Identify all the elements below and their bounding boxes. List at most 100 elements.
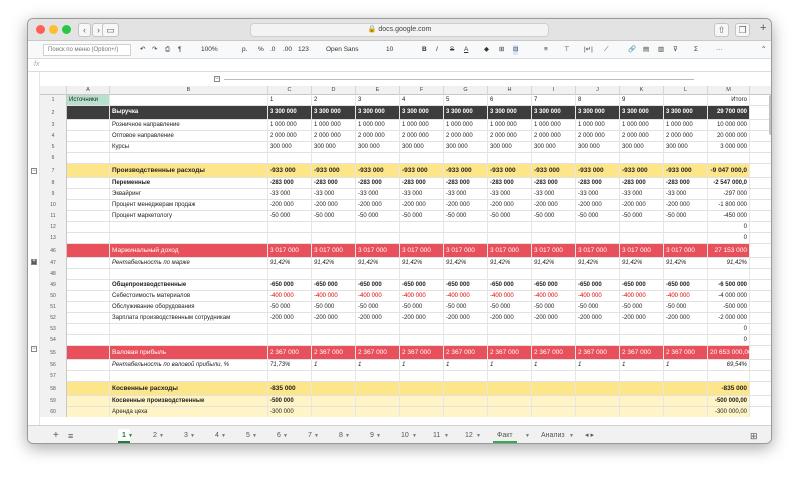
cell-total[interactable]: -835 000 [708, 382, 750, 395]
cell-total[interactable]: 0 [708, 324, 750, 334]
cell-total[interactable]: 0 [708, 233, 750, 243]
cell-value[interactable] [532, 324, 576, 334]
cell-value[interactable]: 3 017 000 [356, 244, 400, 257]
cell-value[interactable] [532, 153, 576, 163]
sidebar-icon[interactable]: ▭ [102, 23, 119, 37]
cell-value[interactable]: -200 000 [400, 313, 444, 323]
row-number[interactable]: 50 [40, 291, 67, 302]
cell-value[interactable]: -50 000 [488, 211, 532, 221]
cell-value[interactable]: -50 000 [356, 302, 400, 312]
cell-value[interactable] [268, 324, 312, 334]
cell-value[interactable] [268, 371, 312, 381]
chevron-down-icon[interactable]: ▼ [283, 433, 288, 439]
cell-value[interactable] [400, 382, 444, 395]
cell-label[interactable] [110, 153, 268, 163]
decrease-decimal-button[interactable]: .0 [270, 46, 276, 53]
cell-value[interactable]: 1 000 000 [664, 120, 708, 130]
cell-value[interactable]: 3 300 000 [400, 106, 444, 119]
cell-total[interactable]: 91,42% [708, 258, 750, 268]
cell-value[interactable] [664, 222, 708, 232]
cell-value[interactable]: -50 000 [664, 302, 708, 312]
cell-value[interactable] [444, 153, 488, 163]
cell-value[interactable]: 1 [532, 360, 576, 370]
cell-value[interactable] [356, 153, 400, 163]
cell-total[interactable]: -4 000 000 [708, 291, 750, 301]
cell-value[interactable]: 2 000 000 [356, 131, 400, 141]
cell-value[interactable] [576, 396, 620, 406]
cell-value[interactable] [444, 324, 488, 334]
cell-source[interactable] [67, 131, 110, 141]
cell-value[interactable]: 2 000 000 [664, 131, 708, 141]
cell-value[interactable]: -50 000 [400, 302, 444, 312]
cell-value[interactable]: -200 000 [620, 200, 664, 210]
row-number[interactable]: 47 [40, 258, 67, 269]
sheet-tab-10[interactable]: 10 [401, 432, 409, 439]
cell-value[interactable]: -200 000 [576, 313, 620, 323]
cell-source[interactable] [67, 258, 110, 268]
cell-total[interactable]: 20 653 000,00 [708, 346, 750, 359]
cell-value[interactable] [664, 95, 708, 105]
cell-value[interactable]: -650 000 [620, 280, 664, 290]
cell-total[interactable]: 27 153 000 [708, 244, 750, 257]
cell-value[interactable]: -400 000 [312, 291, 356, 301]
cell-value[interactable] [312, 324, 356, 334]
sheet-tab-4[interactable]: 4 [215, 432, 219, 439]
cell-value[interactable]: 6 [488, 95, 532, 105]
cell-value[interactable]: -50 000 [268, 302, 312, 312]
column-header-g[interactable]: G [444, 86, 488, 95]
cell-value[interactable]: -33 000 [356, 189, 400, 199]
cell-value[interactable] [268, 222, 312, 232]
comment-icon[interactable]: ▤ [643, 46, 650, 53]
cell-value[interactable]: 91,42% [444, 258, 488, 268]
cell-value[interactable]: 91,42% [576, 258, 620, 268]
minimize-window-button[interactable] [49, 25, 58, 34]
cell-label[interactable]: Розничное направление [110, 120, 268, 130]
cell-value[interactable]: -400 000 [488, 291, 532, 301]
cell-value[interactable] [532, 222, 576, 232]
collapse-column-group-icon[interactable]: − [214, 76, 220, 82]
cell-total[interactable]: 3 000 000 [708, 142, 750, 152]
chevron-down-icon[interactable]: ▼ [444, 433, 449, 439]
cell-value[interactable]: 3 017 000 [620, 244, 664, 257]
cell-value[interactable]: -400 000 [664, 291, 708, 301]
cell-value[interactable]: 2 [312, 95, 356, 105]
cell-source[interactable] [67, 164, 110, 177]
font-size-select[interactable]: 10 [386, 46, 394, 53]
cell-value[interactable]: 1 000 000 [312, 120, 356, 130]
cell-value[interactable] [576, 233, 620, 243]
merge-cells-icon[interactable]: ⊟ [513, 45, 519, 55]
cell-value[interactable]: -283 000 [664, 178, 708, 188]
fill-color-icon[interactable]: ◆ [484, 46, 489, 53]
cell-value[interactable] [400, 396, 444, 406]
row-number[interactable]: 3 [40, 120, 67, 131]
chart-icon[interactable]: ▥ [658, 46, 665, 53]
cell-value[interactable]: 1 [620, 360, 664, 370]
cell-value[interactable]: 3 300 000 [620, 106, 664, 119]
cell-value[interactable] [444, 396, 488, 406]
cell-value[interactable] [312, 335, 356, 345]
cell-value[interactable] [444, 335, 488, 345]
add-sheet-button[interactable]: + [53, 430, 59, 441]
cell-value[interactable]: -200 000 [664, 313, 708, 323]
cell-value[interactable] [664, 233, 708, 243]
cell-total[interactable]: -500 000 [708, 302, 750, 312]
cell-source[interactable] [67, 153, 110, 163]
cell-source[interactable] [67, 280, 110, 290]
cell-value[interactable]: 2 367 000 [532, 346, 576, 359]
cell-value[interactable] [400, 222, 444, 232]
cell-value[interactable]: 1 [576, 360, 620, 370]
cell-value[interactable]: -933 000 [664, 164, 708, 177]
align-horizontal-icon[interactable]: ≡ [544, 46, 548, 53]
vertical-scrollbar[interactable] [769, 95, 771, 135]
cell-value[interactable] [488, 396, 532, 406]
cell-source[interactable] [67, 346, 110, 359]
cell-value[interactable]: 3 [356, 95, 400, 105]
cell-value[interactable]: -50 000 [400, 211, 444, 221]
cell-value[interactable] [400, 153, 444, 163]
cell-value[interactable]: 3 300 000 [268, 106, 312, 119]
cell-source[interactable] [67, 382, 110, 395]
text-color-button[interactable]: A [464, 46, 469, 53]
sheet-tab-6[interactable]: 6 [277, 432, 281, 439]
cell-value[interactable] [268, 269, 312, 279]
cell-value[interactable] [268, 153, 312, 163]
